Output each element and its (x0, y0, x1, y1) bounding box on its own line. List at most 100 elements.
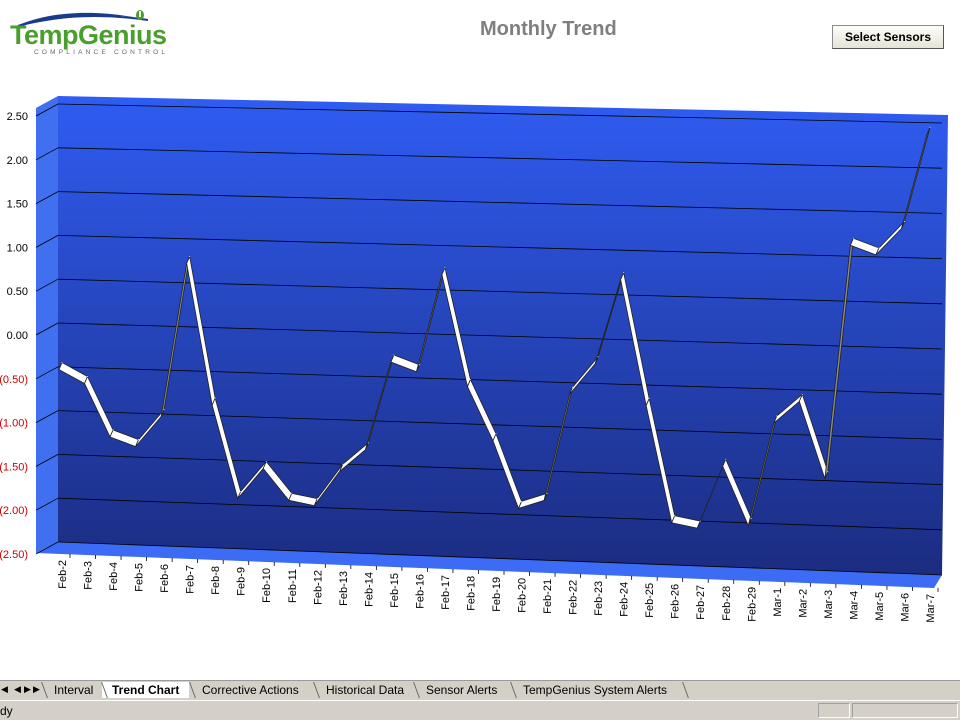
x-tick-label: Feb-4 (108, 562, 120, 591)
data-point (495, 433, 497, 435)
data-point (240, 491, 242, 493)
x-tick-label: Feb-29 (746, 587, 758, 622)
data-point (112, 429, 114, 431)
gridline (57, 541, 943, 576)
gridline (57, 103, 943, 124)
y-tick-label: (1.00) (0, 418, 28, 430)
x-tick-label: Mar-6 (899, 593, 911, 622)
data-point (469, 379, 471, 381)
ribbon-segment (901, 127, 931, 229)
x-tick-label: Feb-3 (83, 561, 95, 590)
x-tick-label: Feb-20 (517, 578, 529, 613)
tempgenius-logo: TempGenius COMPLIANCE CONTROL (8, 6, 188, 58)
gridline (57, 322, 943, 350)
trend-series (58, 126, 931, 529)
data-point (87, 375, 89, 377)
data-point (750, 517, 752, 519)
x-tick-label: Feb-22 (568, 580, 580, 615)
x-tick-label: Feb-7 (185, 565, 197, 594)
x-tick-label: Feb-28 (721, 586, 733, 621)
gridline-side (35, 278, 59, 292)
x-tick-label: Feb-26 (670, 584, 682, 619)
y-axis: 2.50 2.00 1.50 1.00 0.50 0.00 (0.50) (1.00) (1.5… (0, 111, 28, 561)
data-point (623, 272, 625, 274)
next-sheet-icon[interactable]: ▶ (24, 684, 31, 694)
x-tick-label: Feb-12 (312, 570, 324, 605)
x-tick-label: Feb-23 (593, 581, 605, 616)
logo-wordmark: TempGenius (10, 20, 167, 50)
data-point (393, 354, 395, 356)
x-tick-label: Mar-5 (874, 592, 886, 621)
data-point (61, 362, 63, 364)
data-point (597, 356, 599, 358)
tab-sensor-alerts[interactable]: Sensor Alerts (426, 683, 498, 697)
gridline-side (35, 191, 59, 204)
data-point (546, 492, 548, 494)
x-tick-label: Feb-25 (644, 583, 656, 618)
y-tick-label: 1.00 (7, 242, 28, 254)
x-tick-label: Feb-13 (338, 571, 350, 606)
gridline (57, 454, 943, 485)
tab-divider (682, 682, 689, 698)
data-point (878, 247, 880, 249)
gridline-side (35, 497, 59, 511)
logo-tagline: COMPLIANCE CONTROL (34, 49, 169, 56)
data-point (138, 439, 140, 441)
y-tick-label: 0.50 (7, 286, 28, 298)
data-point (827, 471, 829, 473)
x-tick-label: Feb-2 (57, 560, 69, 589)
data-point (776, 415, 778, 417)
gridline (57, 147, 943, 169)
data-point (929, 126, 931, 128)
x-tick-label: Feb-24 (619, 582, 631, 617)
x-tick-label: Mar-7 (925, 594, 937, 623)
select-sensors-button[interactable]: Select Sensors (832, 25, 944, 49)
status-text: dy (0, 704, 13, 718)
y-tick-label: (2.50) (0, 549, 28, 561)
y-tick-label: (1.50) (0, 461, 28, 473)
y-tick-label: 2.00 (7, 155, 28, 167)
data-point (342, 463, 344, 465)
tab-corrective-actions[interactable]: Corrective Actions (202, 683, 299, 697)
tab-historical-data[interactable]: Historical Data (326, 683, 405, 697)
gridline (57, 191, 943, 214)
data-point (163, 409, 165, 411)
logo-swoosh-icon (12, 10, 149, 28)
x-tick-label: Feb-11 (287, 569, 299, 603)
x-tick-label: Feb-19 (491, 577, 503, 612)
data-point (189, 255, 191, 257)
chart-back-wall (58, 96, 948, 575)
status-cell (852, 703, 958, 718)
trend-chart: 2.50 2.00 1.50 1.00 0.50 0.00 (0.50) (1.00) (1.5… (0, 96, 948, 623)
y-tick-label: 2.50 (7, 111, 28, 123)
data-point (572, 386, 574, 388)
chart-floor (36, 542, 942, 588)
data-point (291, 492, 293, 494)
tab-tempgenius-system-alerts[interactable]: TempGenius System Alerts (523, 683, 668, 697)
y-tick-label: (2.00) (0, 505, 28, 517)
sheet-tab-bar: ◀ ◀ ▶ ▶ Interval Trend Chart Corrective … (0, 680, 960, 700)
x-tick-label: Feb-27 (695, 585, 707, 620)
tab-trend-chart[interactable]: Trend Chart (102, 682, 190, 698)
y-tick-label: 1.50 (7, 199, 28, 211)
x-tick-label: Feb-18 (465, 576, 477, 611)
page-title: Monthly Trend (480, 18, 617, 40)
gridline-side (35, 410, 59, 423)
gridline-side (35, 322, 59, 336)
data-point (852, 237, 854, 239)
data-point (903, 221, 905, 223)
last-sheet-icon[interactable]: ▶ (33, 684, 40, 694)
data-point (316, 498, 318, 500)
data-point (444, 267, 446, 269)
gridline-side (35, 103, 59, 117)
prev-sheet-icon[interactable]: ◀ (14, 684, 21, 694)
tab-interval[interactable]: Interval (54, 683, 94, 697)
status-cell (818, 703, 850, 718)
first-sheet-icon[interactable]: ◀ (1, 684, 8, 694)
x-tick-label: Mar-4 (848, 591, 860, 620)
x-tick-label: Mar-3 (823, 590, 835, 619)
gridline-side (35, 366, 59, 380)
data-point (367, 442, 369, 444)
status-bar: dy (0, 700, 960, 720)
x-tick-label: Feb-16 (414, 574, 426, 609)
